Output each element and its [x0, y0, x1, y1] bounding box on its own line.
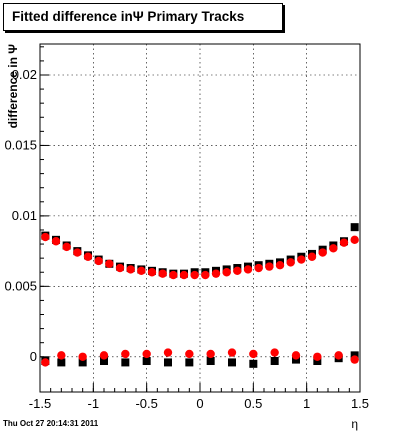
plot-frame	[39, 43, 361, 393]
data-point	[164, 358, 172, 367]
data-point	[243, 265, 253, 274]
data-point	[121, 349, 130, 359]
data-point	[329, 244, 338, 253]
data-point	[227, 348, 237, 357]
x-tick-label: 0	[196, 396, 203, 411]
y-tick-label: 0	[30, 349, 37, 364]
data-point	[158, 269, 167, 278]
data-point	[190, 270, 199, 280]
data-point	[41, 358, 50, 367]
data-point	[83, 252, 93, 261]
data-point	[163, 348, 173, 357]
data-point	[73, 248, 82, 257]
x-tick-label: -0.5	[135, 396, 157, 411]
data-point	[350, 223, 359, 232]
data-point	[265, 262, 274, 271]
data-point	[233, 266, 242, 276]
y-axis-label: difference in Ψ	[6, 44, 20, 129]
data-point	[206, 357, 215, 366]
y-tick-label: 0.015	[4, 137, 37, 152]
y-tick-label: 0.005	[4, 278, 37, 293]
data-point	[313, 357, 322, 366]
data-point	[41, 232, 50, 242]
data-point	[78, 352, 87, 361]
data-point	[249, 349, 258, 359]
data-point	[142, 357, 151, 366]
data-point	[57, 351, 66, 360]
data-point	[57, 358, 66, 367]
data-point	[62, 242, 71, 252]
x-tick-label: -1.5	[29, 396, 51, 411]
data-point	[249, 359, 258, 368]
y-tick-label: 0.02	[12, 67, 37, 82]
data-point	[185, 358, 194, 367]
data-point	[115, 263, 125, 273]
data-point	[51, 237, 61, 246]
data-point	[137, 266, 146, 276]
data-point	[147, 268, 157, 277]
data-point	[179, 270, 189, 280]
data-point	[185, 349, 194, 359]
data-point	[350, 351, 359, 360]
x-tick-label: 1.5	[351, 396, 369, 411]
data-point	[201, 270, 210, 280]
x-axis-label: η	[351, 417, 358, 431]
data-point	[275, 260, 285, 270]
grid	[39, 44, 361, 392]
data-point	[270, 357, 279, 366]
data-point	[254, 263, 263, 273]
y-tick-label: 0.01	[12, 208, 37, 223]
data-point	[228, 358, 236, 367]
data-point	[334, 351, 343, 360]
data-point	[292, 355, 300, 364]
axis-ticks: -1.5 -1 -0.5 0 0.5 1 1.5 0 0.005 0.01 0.015 0.02	[4, 46, 369, 411]
data-point	[270, 348, 279, 357]
data-point	[350, 235, 359, 245]
chart-title: Fitted difference inΨ Primary Tracks	[3, 3, 283, 31]
x-tick-label: 1	[303, 396, 310, 411]
timestamp: Thu Oct 27 20:14:31 2011	[3, 419, 99, 428]
data-point	[99, 351, 109, 360]
x-tick-label: -1	[88, 396, 100, 411]
data-point	[142, 349, 151, 359]
data-point	[105, 259, 114, 268]
data-point	[211, 269, 221, 278]
data-point	[286, 258, 295, 267]
data-point	[169, 270, 178, 280]
data-point	[222, 268, 231, 277]
data-marks	[41, 223, 359, 368]
data-point	[206, 349, 215, 359]
data-point	[297, 255, 306, 264]
data-point	[339, 238, 349, 247]
data-point	[126, 265, 135, 274]
data-point	[318, 248, 327, 257]
data-point	[121, 358, 130, 367]
data-point	[313, 352, 322, 361]
data-point	[100, 357, 108, 366]
series-1-markers	[41, 232, 359, 367]
data-point	[291, 351, 301, 360]
data-point	[307, 252, 317, 261]
x-tick-label: 0.5	[244, 396, 262, 411]
data-point	[94, 256, 103, 266]
data-point	[350, 355, 359, 364]
data-point	[78, 358, 87, 367]
